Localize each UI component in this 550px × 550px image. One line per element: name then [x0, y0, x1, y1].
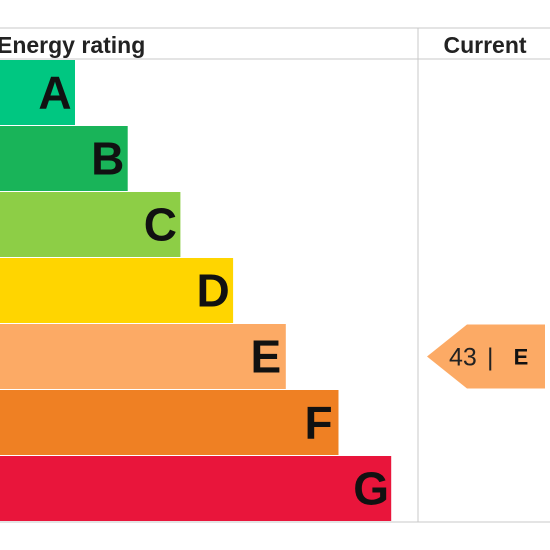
current-band-letter: E	[514, 345, 529, 370]
band-f: F	[0, 390, 339, 455]
band-bar-a	[0, 60, 75, 125]
band-b: B	[0, 126, 128, 191]
band-letter-c: C	[144, 199, 177, 251]
band-letter-g: G	[353, 463, 389, 515]
energy-rating-header: Energy rating	[0, 32, 145, 58]
band-letter-b: B	[91, 133, 124, 185]
band-bar-f	[0, 390, 339, 455]
band-c: C	[0, 192, 181, 257]
band-e: E	[0, 324, 286, 389]
current-rating-marker: 43 | E	[427, 324, 545, 389]
current-score: 43	[449, 344, 477, 372]
band-g: G	[0, 456, 392, 521]
band-letter-f: F	[304, 397, 332, 449]
current-separator: |	[487, 344, 494, 372]
table-grid	[0, 27, 550, 523]
current-header: Current	[443, 32, 526, 58]
band-letter-e: E	[250, 331, 281, 383]
band-bar-g	[0, 456, 392, 521]
band-bar-b	[0, 126, 128, 191]
band-a: A	[0, 60, 75, 125]
band-d: D	[0, 258, 234, 323]
band-bar-e	[0, 324, 286, 389]
band-bar-c	[0, 192, 181, 257]
band-letter-a: A	[38, 67, 71, 119]
band-bar-d	[0, 258, 234, 323]
current-rating-arrow	[427, 324, 545, 389]
band-letter-d: D	[196, 265, 229, 317]
